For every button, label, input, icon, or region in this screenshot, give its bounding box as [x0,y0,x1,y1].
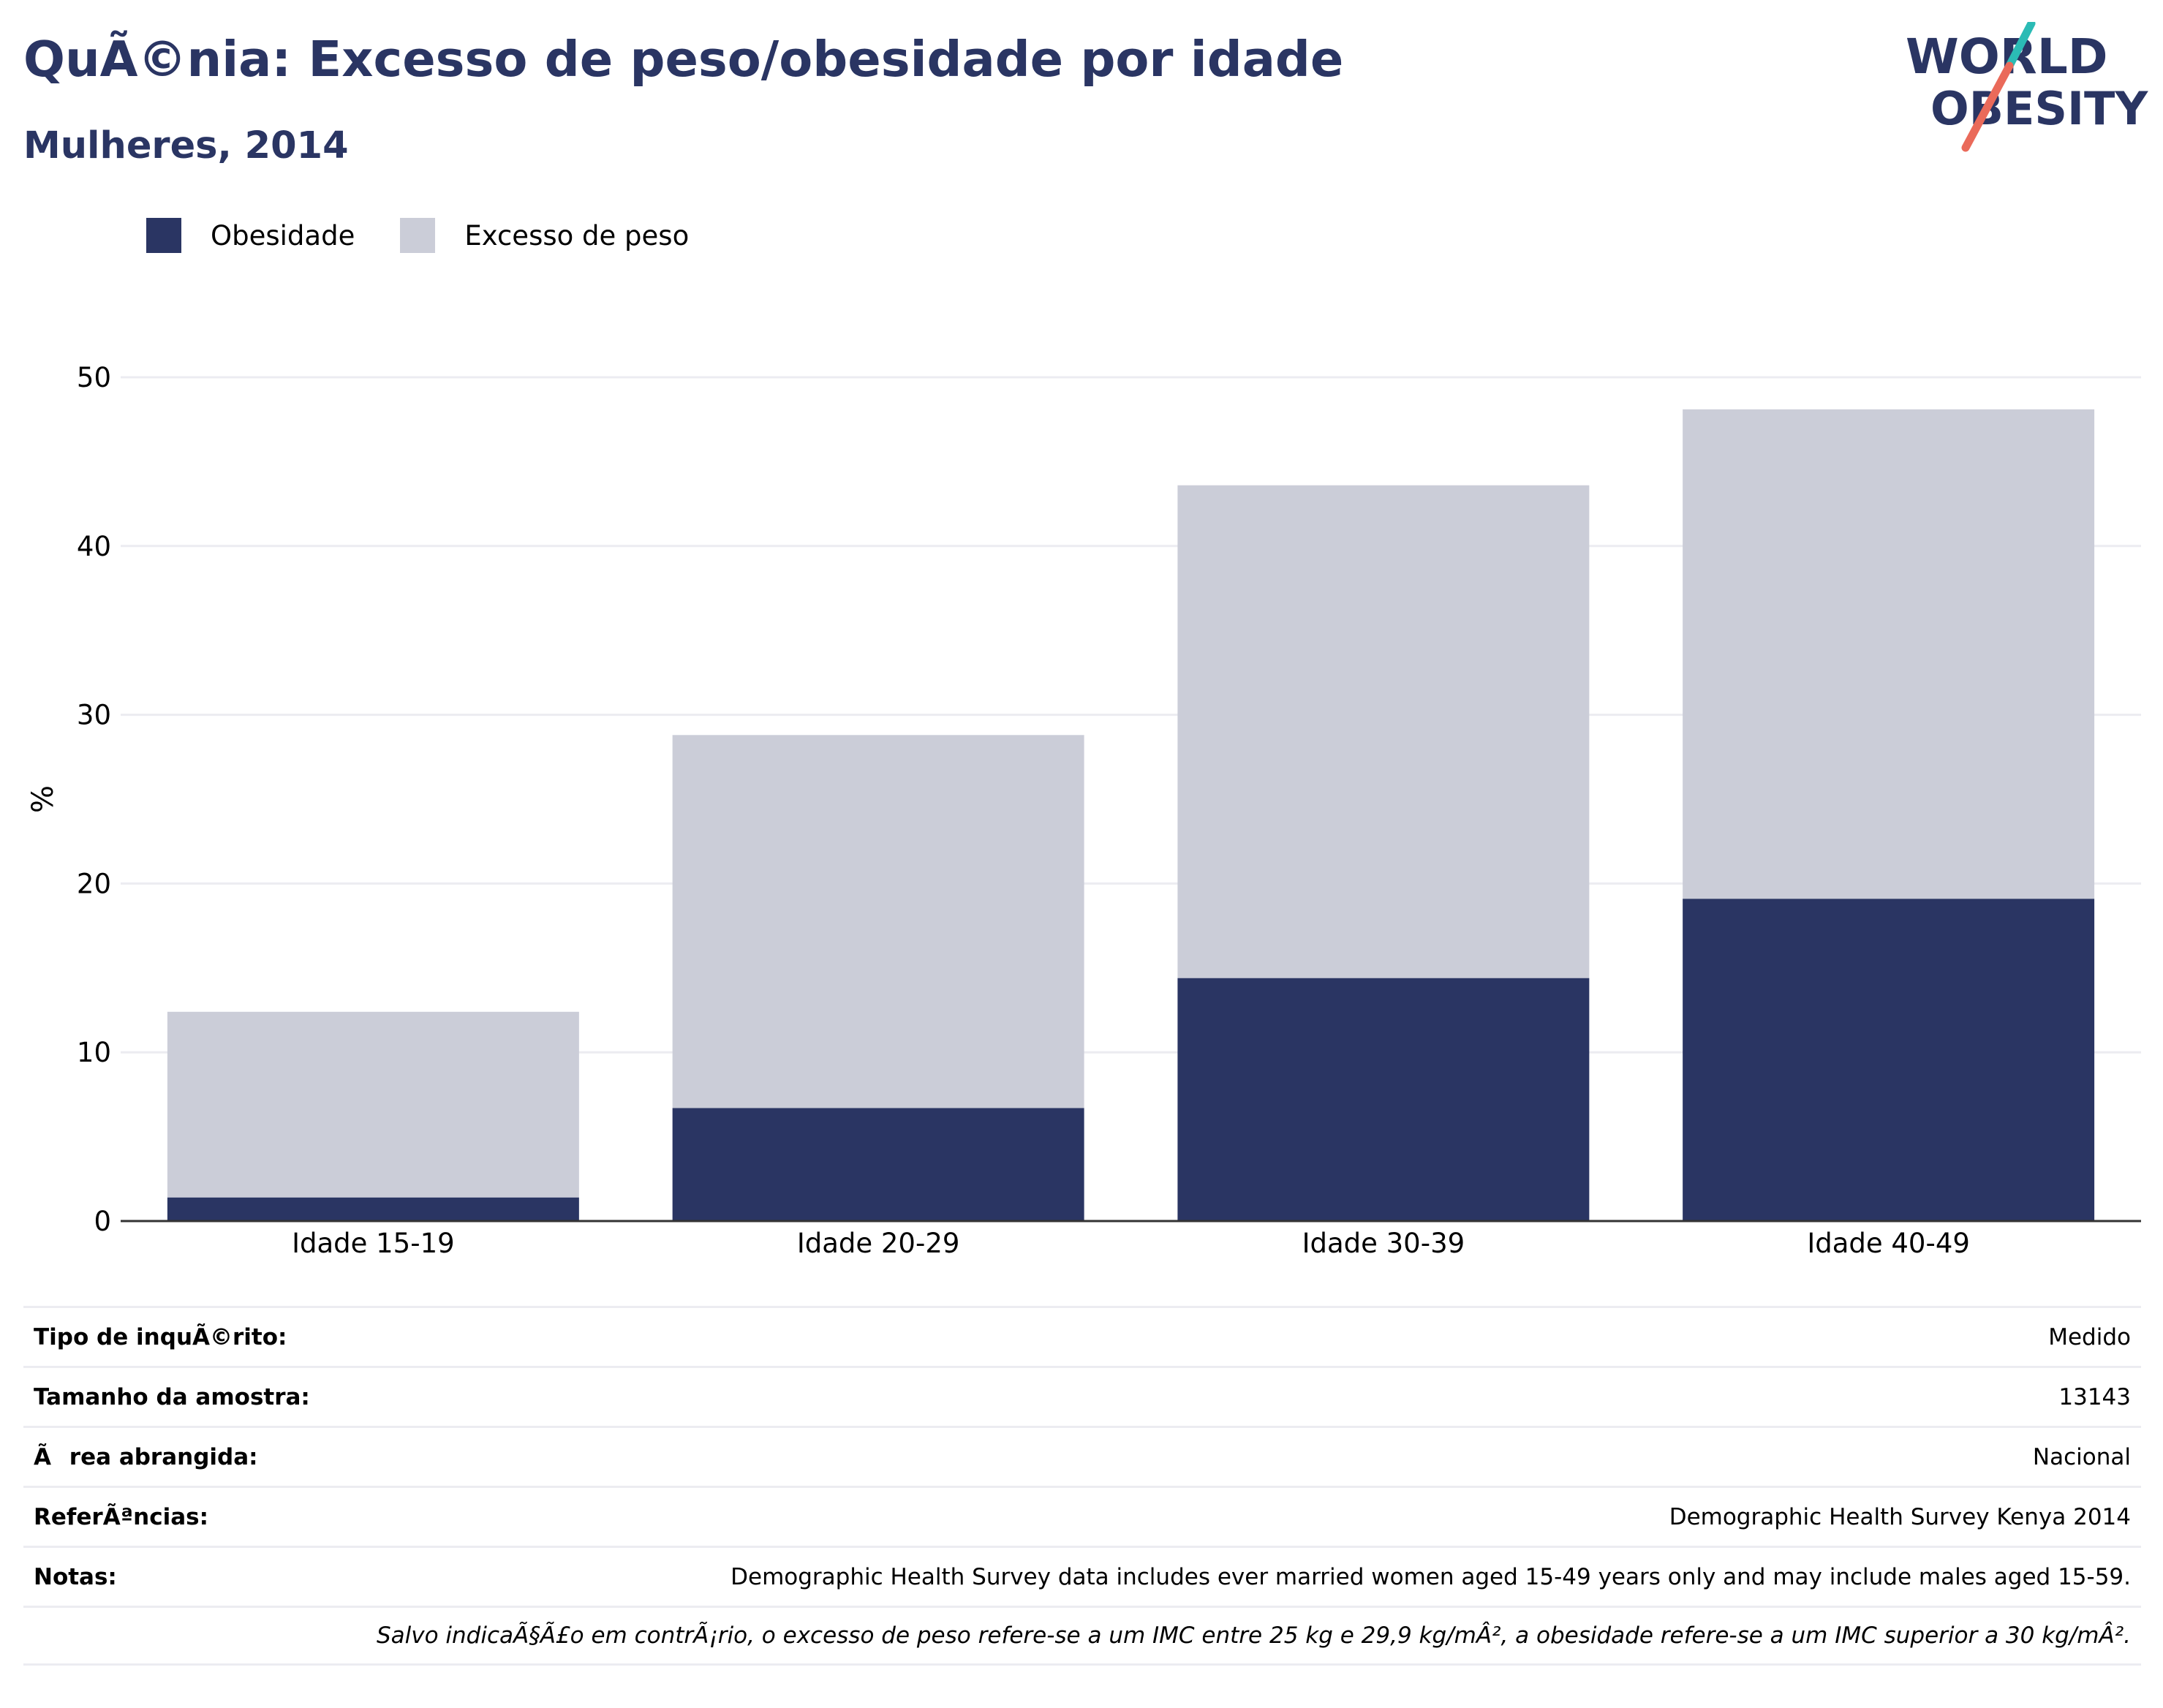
y-tick-label: 20 [77,868,111,899]
info-value-area: Nacional [2032,1443,2131,1470]
info-label-sample-size: Tamanho da amostra: [34,1383,310,1410]
legend-label-obesity: Obesidade [211,219,355,252]
logo-slash-teal [2005,22,2036,70]
logo-line-2: OBESITY [1930,82,2148,135]
y-tick-label: 30 [77,700,111,731]
bar-overweight[interactable] [167,1011,579,1198]
info-row-survey-type: Tipo de inquÃ©rito: Medido [23,1306,2141,1366]
info-row-notes: Notas: Demographic Health Survey data in… [23,1546,2141,1606]
y-tick-label: 10 [77,1037,111,1068]
legend-label-overweight: Excesso de peso [464,219,690,252]
info-value-survey-type: Medido [2048,1323,2131,1350]
info-value-notes: Demographic Health Survey data includes … [731,1563,2131,1590]
footnote-text: Salvo indicaÃ§Ã£o em contrÃ¡rio, o exces… [376,1622,2131,1649]
x-tick-label: Idade 30-39 [1302,1228,1465,1259]
legend-item-overweight[interactable]: Excesso de peso [400,218,689,253]
info-row-references: ReferÃªncias: Demographic Health Survey … [23,1486,2141,1546]
info-row-sample-size: Tamanho da amostra: 13143 [23,1366,2141,1426]
bar-obesity[interactable] [1177,978,1590,1221]
info-label-survey-type: Tipo de inquÃ©rito: [34,1323,287,1350]
chart-title: QuÃ©nia: Excesso de peso/obesidade por i… [23,31,1344,88]
y-tick-label: 50 [77,362,111,393]
x-tick-labels: Idade 15-19 Idade 20-29 Idade 30-39 Idade 4… [292,1228,1970,1259]
info-row-area: Ãrea abrangida: Nacional [23,1426,2141,1486]
legend-item-obesity[interactable]: Obesidade [146,218,355,253]
legend-swatch-obesity [146,218,181,253]
world-obesity-logo: WORLD OBESITY [1906,22,2148,152]
bar-obesity[interactable] [672,1108,1084,1221]
bar-obesity[interactable] [1683,899,2095,1221]
logo-slash-coral [1961,61,2014,152]
bar-overweight[interactable] [672,735,1084,1108]
x-tick-label: Idade 15-19 [292,1228,455,1259]
chart-subtitle: Mulheres, 2014 [23,124,349,167]
legend: Obesidade Excesso de peso [146,215,734,256]
y-tick-label: 40 [77,531,111,562]
x-tick-label: Idade 40-49 [1807,1228,1970,1259]
y-axis-label: % [26,785,60,813]
metadata-table: Tipo de inquÃ©rito: Medido Tamanho da am… [23,1306,2141,1666]
legend-swatch-overweight [400,218,436,253]
y-tick-labels: 0 10 20 30 40 50 [77,362,111,1237]
info-value-sample-size: 13143 [2058,1383,2131,1410]
bar-obesity[interactable] [167,1197,579,1221]
bar-overweight[interactable] [1177,485,1590,978]
info-label-references: ReferÃªncias: [34,1503,209,1530]
info-label-notes: Notas: [34,1563,117,1590]
bars [167,409,2095,1221]
info-label-area: Ãrea abrangida: [34,1443,258,1470]
y-tick-label: 0 [94,1206,111,1237]
x-tick-label: Idade 20-29 [797,1228,960,1259]
info-row-footnote: Salvo indicaÃ§Ã£o em contrÃ¡rio, o exces… [23,1606,2141,1666]
bar-overweight[interactable] [1683,409,2095,899]
info-value-references: Demographic Health Survey Kenya 2014 [1669,1503,2131,1530]
